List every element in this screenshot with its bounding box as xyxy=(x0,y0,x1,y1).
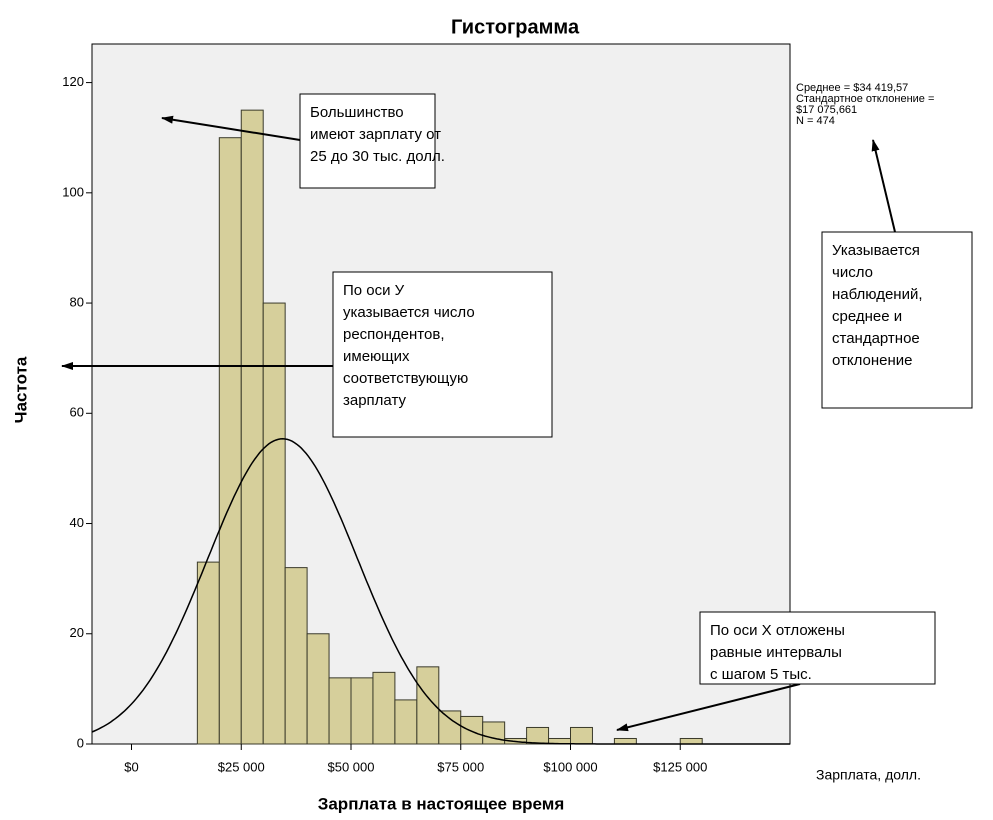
normal-curve xyxy=(91,438,790,745)
y-tick-label: 40 xyxy=(70,515,84,530)
bar xyxy=(570,726,593,745)
y-tick-label: 0 xyxy=(77,735,84,750)
annotation-text: имеют зарплату от xyxy=(310,126,441,143)
bar xyxy=(394,699,418,745)
annotation-text: имеющих xyxy=(343,348,410,365)
annotation-text: зарплату xyxy=(343,392,406,409)
y-tick-label: 80 xyxy=(70,294,84,309)
bar xyxy=(262,302,286,745)
annotation-box xyxy=(332,271,553,438)
bar xyxy=(526,726,550,745)
arrow xyxy=(616,683,801,732)
arrow xyxy=(161,115,301,141)
bar xyxy=(679,737,703,745)
y-tick-label: 100 xyxy=(62,184,84,199)
bar xyxy=(438,710,462,745)
annotation-text: отклонение xyxy=(832,352,913,369)
annotation-text: число xyxy=(832,264,873,281)
annotation-box xyxy=(699,611,936,685)
annotation-text: стандартное xyxy=(832,330,920,347)
stats-text: Стандартное отклонение = xyxy=(796,93,934,105)
chart-title: Гистограмма xyxy=(451,16,580,38)
annotation-text: респондентов, xyxy=(343,326,445,343)
annotation-text: с шагом 5 тыс. xyxy=(710,666,812,683)
y-tick-label: 60 xyxy=(70,405,84,420)
bar xyxy=(416,666,440,745)
arrow xyxy=(871,139,896,233)
bar xyxy=(218,137,242,745)
annotation-text: Указывается xyxy=(832,242,920,259)
bar xyxy=(350,677,374,745)
annotation-text: По оси X отложены xyxy=(710,622,845,639)
bar xyxy=(372,671,396,745)
bar xyxy=(196,561,220,745)
annotation-text: среднее и xyxy=(832,308,902,325)
x-note: Зарплата, долл. xyxy=(816,767,921,783)
bar xyxy=(460,715,484,745)
bar xyxy=(613,737,637,745)
bar xyxy=(328,677,352,745)
stats-text: $17 075,661 xyxy=(796,104,857,116)
x-tick-label: $100 000 xyxy=(543,759,597,774)
bar xyxy=(482,721,506,745)
bar xyxy=(306,633,330,745)
bar xyxy=(240,109,264,745)
x-tick-label: $50 000 xyxy=(328,759,375,774)
annotation-text: 25 до 30 тыс. долл. xyxy=(310,148,445,165)
bar xyxy=(284,567,308,745)
annotation-text: соответствующую xyxy=(343,370,468,387)
y-tick-label: 120 xyxy=(62,74,84,89)
annotation-text: Большинство xyxy=(310,104,404,121)
y-tick-label: 20 xyxy=(70,625,84,640)
annotation-text: наблюдений, xyxy=(832,286,923,303)
annotation-text: указывается число xyxy=(343,304,475,321)
x-tick-label: $25 000 xyxy=(218,759,265,774)
stats-text: Среднее = $34 419,57 xyxy=(796,82,908,94)
annotation-box xyxy=(299,93,436,189)
stats-text: N = 474 xyxy=(796,115,835,127)
x-tick-label: $125 000 xyxy=(653,759,707,774)
x-axis-label: Зарплата в настоящее время xyxy=(318,794,565,813)
x-tick-label: $0 xyxy=(124,759,138,774)
annotation-text: По оси У xyxy=(343,282,405,299)
annotation-box xyxy=(821,231,973,409)
annotation-text: равные интервалы xyxy=(710,644,842,661)
x-tick-label: $75 000 xyxy=(437,759,484,774)
y-axis-label: Частота xyxy=(11,356,30,423)
